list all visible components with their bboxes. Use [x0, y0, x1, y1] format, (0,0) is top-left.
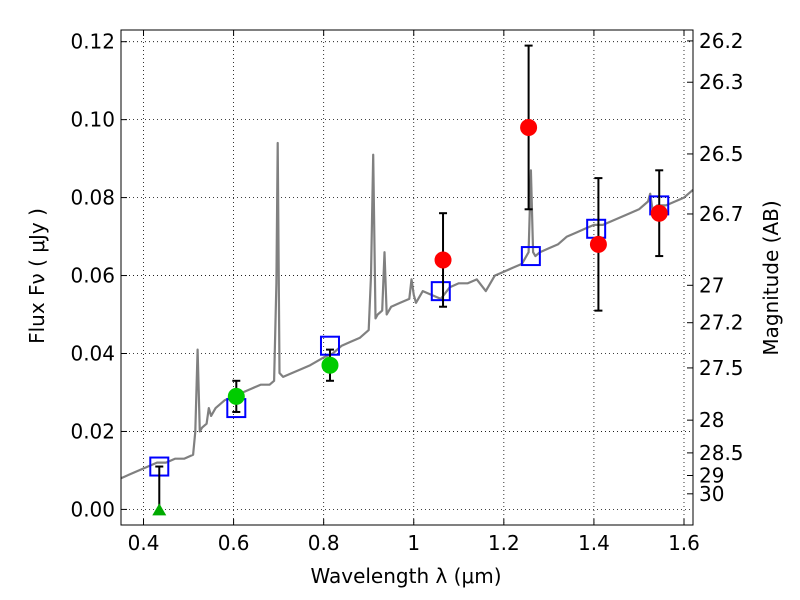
x-axis-label: Wavelength λ (μm)	[310, 564, 501, 588]
right-axis-label: Magnitude (AB)	[759, 200, 783, 355]
right-tick-label: 26.2	[699, 29, 744, 53]
x-tick-label: 1.4	[578, 531, 610, 555]
model-square-marker	[430, 281, 451, 302]
model-square-marker	[586, 218, 607, 239]
right-tick-label: 28	[699, 408, 724, 432]
right-tick-label: 29	[699, 464, 724, 488]
observed-point	[434, 251, 452, 269]
right-tick-label: 28.5	[699, 441, 744, 465]
y-tick-label: 0.00	[70, 497, 115, 521]
observed-point	[520, 118, 538, 136]
x-tick-label: 1.2	[488, 531, 520, 555]
spectrum-line	[120, 141, 694, 480]
model-square-marker	[520, 246, 541, 267]
plot-frame	[120, 29, 694, 526]
right-tick-label: 26.5	[699, 142, 744, 166]
tick-layer: 0.4 0.6 0.8 1 1.2 1.4 1.6 0.00 0.02 0.04 0.06 0.08 0…	[70, 29, 743, 555]
y-tick-label: 0.12	[70, 30, 115, 54]
x-tick-label: 0.6	[218, 531, 250, 555]
x-tick-label: 1	[407, 531, 420, 555]
y-tick-label: 0.02	[70, 419, 115, 443]
x-tick-label: 0.8	[308, 531, 340, 555]
y-tick-label: 0.10	[70, 108, 115, 132]
y-tick-label: 0.04	[70, 342, 115, 366]
y-tick-label: 0.06	[70, 264, 115, 288]
observed-point	[227, 387, 245, 405]
right-tick-label: 27	[699, 273, 724, 297]
grid-layer	[121, 30, 693, 525]
observed-point	[589, 235, 607, 253]
y-axis-label: Flux Fν ( μJy )	[25, 208, 49, 344]
spectrum-layer	[120, 141, 694, 480]
upper-limit-marker	[152, 503, 167, 516]
right-tick-label: 26.7	[699, 202, 744, 226]
marker-layer	[149, 44, 670, 516]
observed-point	[321, 356, 339, 374]
right-tick-label: 27.2	[699, 311, 744, 335]
x-tick-label: 1.6	[668, 531, 700, 555]
x-tick-label: 0.4	[128, 531, 160, 555]
right-tick-label: 27.5	[699, 356, 744, 380]
right-tick-label: 30	[699, 482, 724, 506]
observed-point	[650, 204, 668, 222]
y-tick-label: 0.08	[70, 186, 115, 210]
right-tick-label: 26.3	[699, 70, 744, 94]
